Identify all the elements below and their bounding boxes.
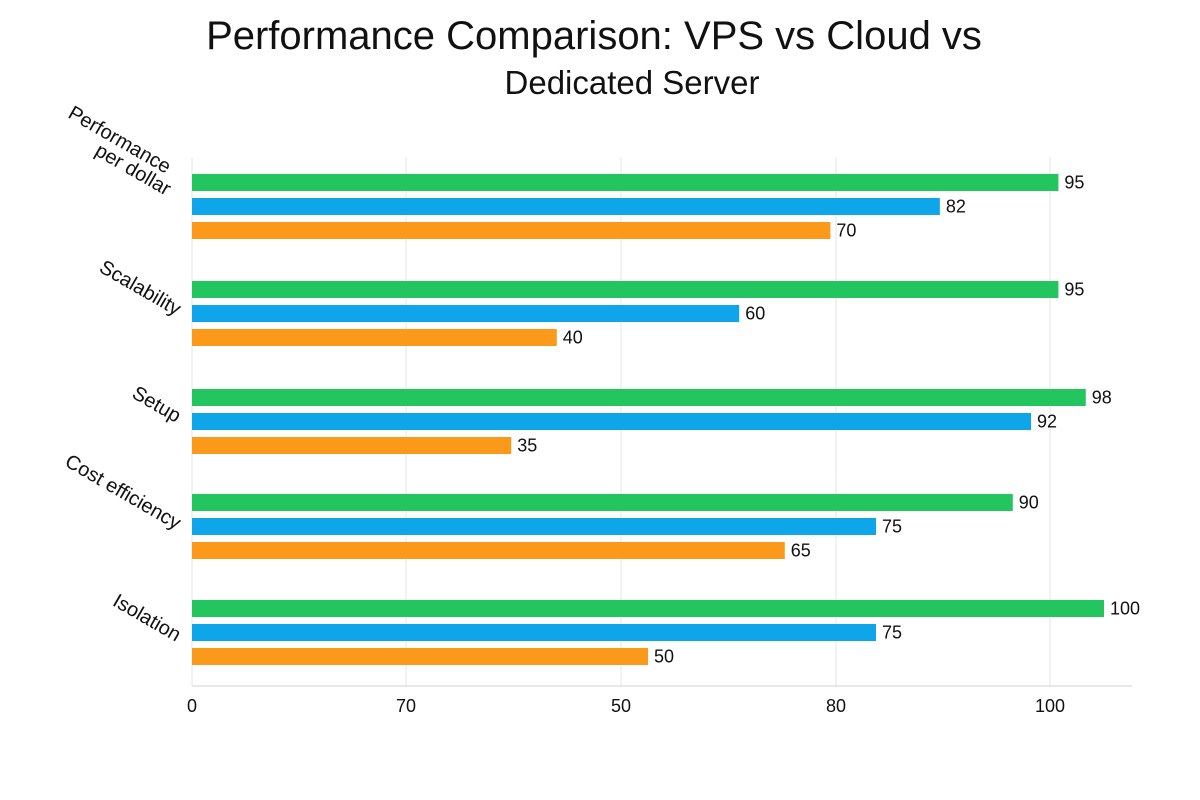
x-axis-ticks: 0 70 50 80 100 <box>187 696 1065 716</box>
bar <box>192 198 940 215</box>
bar-value-label: 92 <box>1037 412 1057 432</box>
category-label: Setup <box>128 382 184 427</box>
bar <box>192 174 1059 191</box>
category-label: Isolation <box>109 590 185 646</box>
bar-value-label: 100 <box>1110 599 1140 619</box>
bar-value-label: 82 <box>946 197 966 217</box>
bar <box>192 542 785 559</box>
bar <box>192 600 1104 617</box>
bar <box>192 281 1059 298</box>
bar <box>192 222 831 239</box>
bar-value-label: 35 <box>517 436 537 456</box>
bar <box>192 305 740 322</box>
bar-value-label: 95 <box>1064 173 1084 193</box>
x-tick-label: 80 <box>826 696 846 716</box>
x-tick-label: 70 <box>396 696 416 716</box>
category-label: Scalability <box>96 256 185 320</box>
bar <box>192 413 1032 430</box>
bar-value-label: 95 <box>1064 280 1084 300</box>
chart-title: Performance Comparison: VPS vs Cloud vs <box>206 14 982 58</box>
x-tick-label: 0 <box>187 696 197 716</box>
bar-value-label: 65 <box>791 541 811 561</box>
bar <box>192 437 512 454</box>
bar-value-label: 75 <box>882 623 902 643</box>
x-tick-label: 100 <box>1035 696 1065 716</box>
bar <box>192 389 1086 406</box>
bar-value-label: 70 <box>836 221 856 241</box>
bar-value-label: 75 <box>882 517 902 537</box>
category-label: Cost efficiency <box>61 450 184 534</box>
bars <box>192 174 1104 665</box>
bar <box>192 648 648 665</box>
chart-subtitle: Dedicated Server <box>504 64 760 101</box>
bar-value-label: 40 <box>563 328 583 348</box>
bar-value-label: 60 <box>745 304 765 324</box>
bar-value-label: 50 <box>654 647 674 667</box>
bar-value-label: 90 <box>1019 493 1039 513</box>
bar <box>192 494 1013 511</box>
bar <box>192 518 876 535</box>
bar-value-label: 98 <box>1092 388 1112 408</box>
x-tick-label: 50 <box>611 696 631 716</box>
bar <box>192 329 557 346</box>
value-labels: 95 82 70 95 60 40 98 92 35 90 75 65 100 75 50 <box>517 173 1140 667</box>
bar <box>192 624 876 641</box>
